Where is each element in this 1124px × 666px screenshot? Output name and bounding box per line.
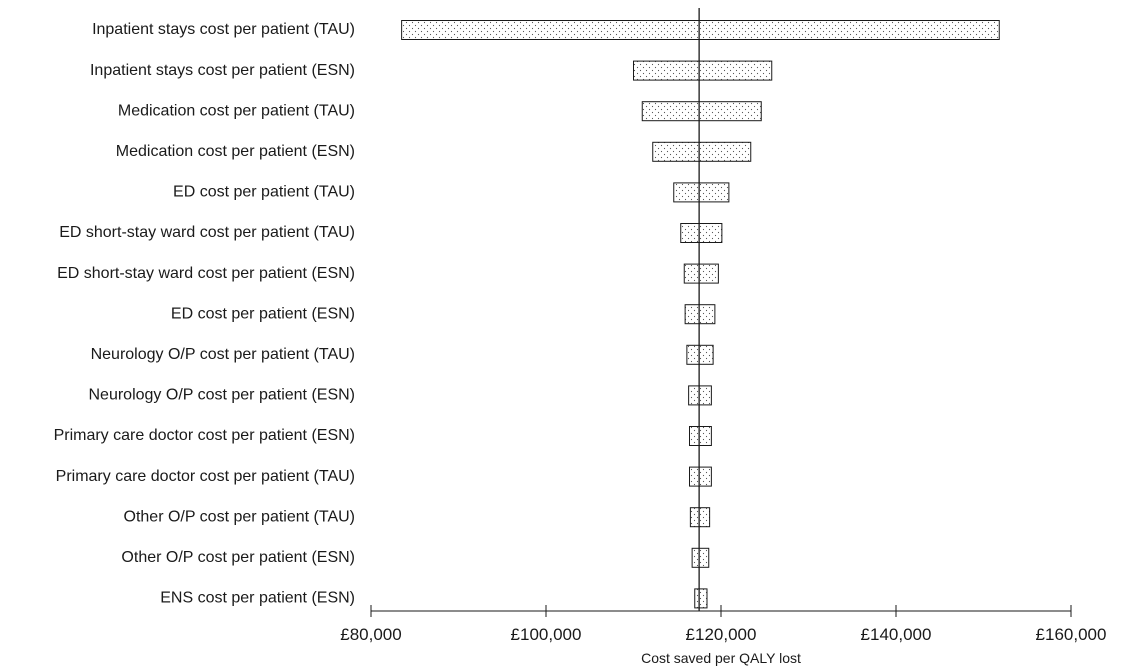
x-axis: £80,000 £100,000 £120,000 £140,000 £160,000: [340, 605, 1106, 644]
tornado-bar: [694, 588, 708, 609]
bars-layer: [401, 20, 1000, 609]
x-tick-label: £80,000: [340, 625, 401, 644]
tornado-bar: [683, 263, 719, 284]
category-label: Inpatient stays cost per patient (TAU): [92, 21, 355, 38]
category-label: ED short-stay ward cost per patient (TAU…: [59, 224, 355, 241]
tornado-bar: [684, 304, 716, 325]
tornado-bar: [686, 344, 714, 365]
tornado-bar: [641, 101, 762, 122]
tornado-bar: [652, 141, 752, 162]
category-label: Medication cost per patient (TAU): [118, 102, 355, 119]
category-label: Primary care doctor cost per patient (TA…: [56, 468, 355, 485]
category-label: Other O/P cost per patient (TAU): [124, 508, 356, 525]
tornado-bar: [401, 20, 1000, 40]
category-label: ENS cost per patient (ESN): [160, 590, 355, 607]
tornado-bar: [691, 547, 710, 568]
tornado-bar: [680, 223, 723, 243]
category-label: ED short-stay ward cost per patient (ESN…: [57, 265, 355, 282]
category-label: Other O/P cost per patient (ESN): [121, 549, 355, 566]
category-labels: Inpatient stays cost per patient (TAU) In…: [54, 21, 355, 606]
tornado-bar: [633, 60, 773, 81]
category-label: Neurology O/P cost per patient (TAU): [91, 346, 355, 363]
category-label: Inpatient stays cost per patient (ESN): [90, 62, 355, 79]
category-label: Neurology O/P cost per patient (ESN): [89, 387, 356, 404]
category-label: ED cost per patient (ESN): [171, 305, 355, 322]
tornado-bar: [689, 466, 712, 487]
tornado-bar: [688, 385, 712, 406]
tornado-bar: [689, 507, 711, 528]
x-tick-label: £100,000: [511, 625, 582, 644]
x-axis-title: Cost saved per QALY lost: [641, 650, 801, 666]
category-label: ED cost per patient (TAU): [173, 184, 355, 201]
x-tick-label: £120,000: [686, 625, 757, 644]
x-tick-label: £140,000: [861, 625, 932, 644]
x-tick-label: £160,000: [1036, 625, 1107, 644]
tornado-bar: [673, 182, 730, 203]
category-label: Primary care doctor cost per patient (ES…: [54, 427, 355, 444]
tornado-bar: [689, 426, 712, 446]
category-label: Medication cost per patient (ESN): [116, 143, 355, 160]
